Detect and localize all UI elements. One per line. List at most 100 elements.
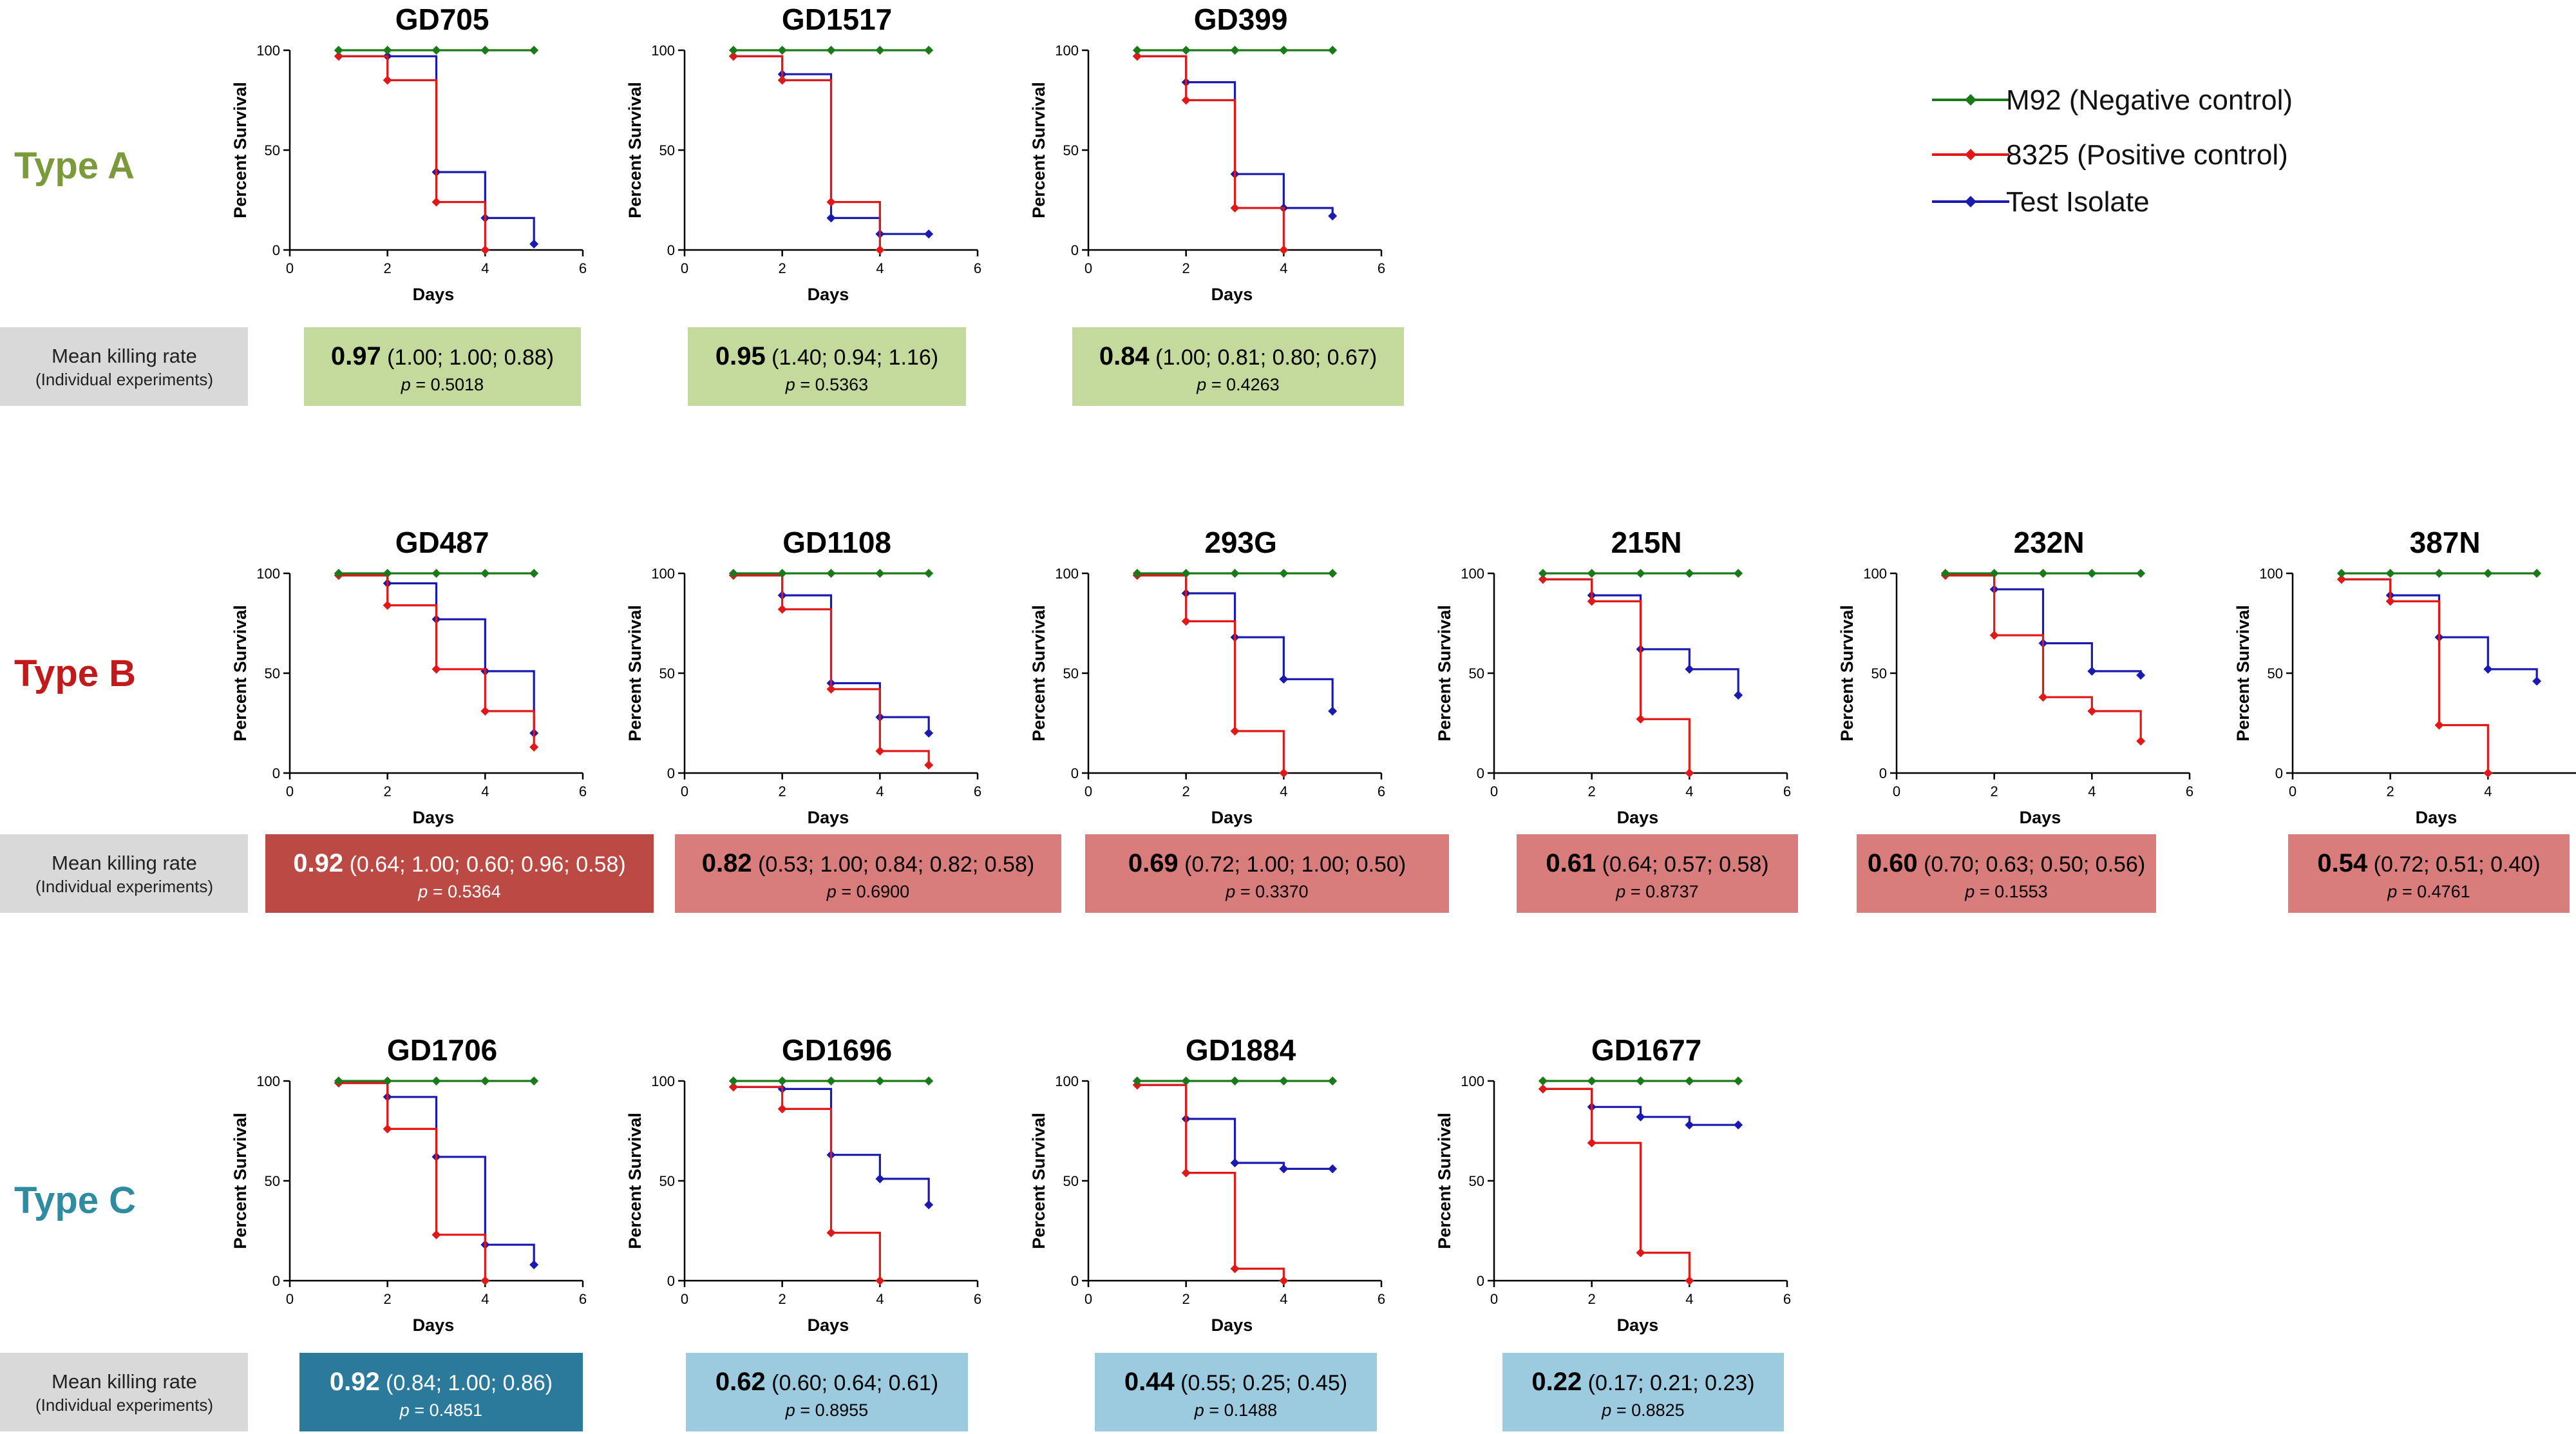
data-point — [529, 569, 539, 578]
data-point — [334, 46, 343, 55]
y-tick-label: 0 — [272, 242, 280, 258]
killing-rate-values: 0.82 (0.53; 1.00; 0.84; 0.82; 0.58) — [702, 849, 1034, 877]
x-tick-label: 0 — [2289, 783, 2297, 799]
series-line — [1137, 574, 1285, 773]
individual-rates: (0.53; 1.00; 0.84; 0.82; 0.58) — [758, 852, 1034, 877]
data-point — [480, 569, 490, 578]
data-point — [826, 213, 836, 223]
y-tick-label: 0 — [1477, 765, 1484, 781]
p-value: p = 0.8955 — [785, 1401, 868, 1420]
data-point — [1636, 1248, 1645, 1257]
killing-rate-box-bg — [686, 1353, 968, 1431]
data-point — [1328, 1164, 1338, 1174]
data-point — [1587, 1076, 1596, 1085]
data-point — [1538, 1076, 1548, 1085]
killing-rate-box: 0.82 (0.53; 1.00; 0.84; 0.82; 0.58) p = 0… — [675, 834, 1061, 913]
mean-label-text: Mean killing rate — [52, 852, 197, 874]
individual-rates: (0.60; 0.64; 0.61) — [772, 1371, 938, 1395]
data-point — [924, 760, 934, 770]
data-point — [826, 1076, 836, 1085]
p-value: p = 0.5364 — [417, 882, 500, 901]
data-point — [924, 729, 934, 738]
y-tick-label: 50 — [1871, 665, 1887, 682]
y-axis-label: Percent Survival — [1029, 1113, 1048, 1249]
data-point — [826, 46, 836, 55]
data-point — [1279, 769, 1289, 778]
killing-rate-box-bg — [1502, 1353, 1784, 1431]
data-point — [1685, 1276, 1694, 1285]
data-point — [1279, 1076, 1289, 1085]
y-tick-label: 50 — [1469, 1173, 1484, 1189]
chart-gd1696: GD1696 0 50 100 0 2 4 6 Days Percent Survival — [625, 1033, 981, 1335]
data-point — [1587, 597, 1596, 606]
individual-rates: (0.17; 0.21; 0.23) — [1588, 1371, 1755, 1395]
x-axis-label: Days — [808, 808, 849, 827]
killing-rate-values: 0.62 (0.60; 0.64; 0.61) — [715, 1368, 938, 1396]
x-tick-label: 2 — [1182, 1291, 1190, 1307]
killing-rate-box-bg — [1085, 834, 1449, 913]
data-point — [1328, 569, 1338, 578]
y-tick-label: 100 — [1863, 566, 1887, 582]
y-tick-label: 50 — [2268, 665, 2283, 682]
y-tick-label: 100 — [1461, 1073, 1484, 1089]
y-tick-label: 100 — [1055, 43, 1079, 59]
p-value: p = 0.5018 — [401, 375, 484, 394]
type-label: Type A — [14, 145, 135, 187]
legend-marker — [1965, 149, 1976, 160]
data-point — [1230, 1158, 1240, 1168]
data-point — [1538, 569, 1548, 578]
chart-gd1108: GD1108 0 50 100 0 2 4 6 Days Percent Survival — [625, 526, 981, 827]
data-point — [1328, 211, 1338, 221]
data-point — [2483, 569, 2493, 578]
mean-killing-rate-label: Mean killing rate(Individual experiments… — [0, 1353, 248, 1431]
legend-item: M92 (Negative control) — [1932, 84, 2293, 116]
series-line — [733, 1085, 881, 1281]
data-point — [1587, 1138, 1596, 1148]
p-value: p = 0.4851 — [399, 1401, 482, 1420]
y-tick-label: 50 — [659, 142, 675, 158]
chart-gd1517: GD1517 0 50 100 0 2 4 6 Days Percent Survival — [625, 3, 981, 304]
p-value: p = 0.8737 — [1615, 882, 1698, 901]
individual-rates: (0.72; 0.51; 0.40) — [2374, 852, 2541, 877]
data-point — [875, 1276, 885, 1285]
data-point — [1279, 1276, 1289, 1285]
y-tick-label: 100 — [1055, 566, 1079, 582]
x-tick-label: 0 — [681, 783, 688, 799]
mean-killing-rate-label: Mean killing rate(Individual experiments… — [0, 327, 248, 406]
series-line — [338, 55, 535, 244]
data-point — [2136, 736, 2146, 746]
data-point — [1279, 569, 1289, 578]
data-point — [1636, 714, 1645, 724]
mean-killing-rate: 0.54 — [2317, 849, 2368, 877]
killing-rate-box: 0.61 (0.64; 0.57; 0.58) p = 0.8737 — [1517, 834, 1798, 913]
y-tick-label: 50 — [659, 1173, 675, 1189]
y-tick-label: 50 — [265, 142, 280, 158]
y-axis-label: Percent Survival — [1029, 82, 1048, 218]
data-point — [2385, 569, 2395, 578]
data-point — [1181, 569, 1191, 578]
mean-killing-rate: 0.92 — [293, 849, 343, 877]
chart-gd1884: GD1884 0 50 100 0 2 4 6 Days Percent Survival — [1029, 1033, 1385, 1335]
data-point — [529, 46, 539, 55]
y-tick-label: 50 — [265, 1173, 280, 1189]
chart-title: GD1696 — [782, 1033, 892, 1067]
data-point — [1685, 664, 1694, 674]
individual-rates: (1.40; 0.94; 1.16) — [772, 345, 938, 370]
data-point — [1538, 575, 1548, 584]
data-point — [826, 197, 836, 207]
killing-rate-values: 0.95 (1.40; 0.94; 1.16) — [715, 342, 938, 370]
killing-rate-box-bg — [1072, 327, 1404, 406]
legend-label: Test Isolate — [2006, 186, 2150, 218]
p-value: p = 0.3370 — [1225, 882, 1308, 901]
x-tick-label: 6 — [2186, 783, 2193, 799]
mean-killing-rate: 0.22 — [1531, 1368, 1582, 1396]
x-tick-label: 2 — [779, 783, 786, 799]
mean-label-sub: (Individual experiments) — [35, 370, 213, 389]
data-point — [924, 569, 934, 578]
series-line — [338, 1082, 486, 1281]
type-label: Type C — [14, 1180, 136, 1221]
killing-rate-box: 0.92 (0.64; 1.00; 0.60; 0.96; 0.58) p = 0… — [265, 834, 654, 913]
chart-title: GD399 — [1194, 3, 1288, 36]
x-tick-label: 2 — [384, 783, 392, 799]
data-point — [431, 569, 441, 578]
